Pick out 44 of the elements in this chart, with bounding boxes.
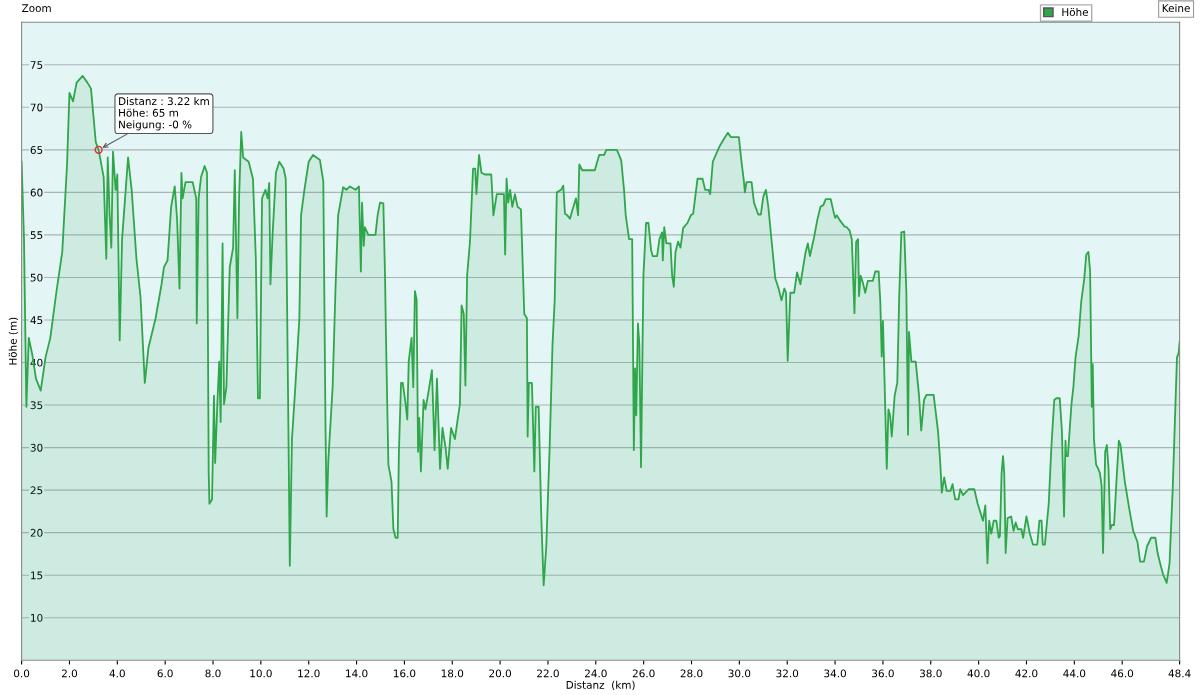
x-tick-label: 46.0 xyxy=(1111,669,1134,678)
y-tick-label: 30 xyxy=(30,443,43,452)
x-tick-label: 2.0 xyxy=(61,669,78,678)
x-tick-label: 4.0 xyxy=(109,669,125,678)
x-tick-label: 8.0 xyxy=(205,669,221,678)
x-tick-label: 42.0 xyxy=(1015,669,1038,678)
y-tick-label: 10 xyxy=(31,613,43,622)
x-tick-label: 40.0 xyxy=(967,669,990,678)
x-tick-label: 30.0 xyxy=(728,669,751,678)
x-tick-label: 12.0 xyxy=(298,669,320,678)
y-axis-title: Höhe (m) xyxy=(8,317,19,365)
x-tick-label: 22.0 xyxy=(537,669,559,678)
x-tick-label: 32.0 xyxy=(776,669,799,678)
y-tick-label: 65 xyxy=(30,146,43,154)
x-tick-label: 38.0 xyxy=(919,669,942,678)
y-tick-label: 15 xyxy=(31,571,43,580)
y-tick-label: 70 xyxy=(30,103,43,112)
x-tick-label: 18.0 xyxy=(441,669,464,678)
x-tick-label: 28.0 xyxy=(680,669,703,678)
annotation: Distanz : 3.22 km Höhe: 65 m Neigung: -0 % xyxy=(119,97,209,131)
x-tick-label: 10.0 xyxy=(250,669,272,678)
y-tick-label: 55 xyxy=(30,231,43,240)
y-tick-label: 60 xyxy=(30,188,43,197)
x-tick-label: 24.0 xyxy=(584,669,607,678)
x-tick-label: 14.0 xyxy=(346,669,368,678)
x-tick-label: 0.0 xyxy=(14,669,30,678)
legend-label: Höhe xyxy=(1062,7,1089,17)
x-tick-label: 36.0 xyxy=(872,669,894,678)
y-tick-label: 25 xyxy=(30,486,43,495)
y-tick-label: 35 xyxy=(30,401,43,410)
x-tick-label: 6.0 xyxy=(157,669,173,678)
y-tick-label: 20 xyxy=(30,528,43,537)
x-tick-label: 20.0 xyxy=(489,669,512,678)
x-tick-label: 44.0 xyxy=(1063,669,1086,678)
y-tick-label: 50 xyxy=(30,273,43,282)
y-tick-label: 45 xyxy=(30,316,43,325)
x-tick-label: 16.0 xyxy=(393,669,416,678)
x-tick-label: 48.4 xyxy=(1168,669,1191,678)
y-tick-label: 75 xyxy=(30,61,43,69)
x-tick-label: 34.0 xyxy=(824,669,846,678)
x-axis-title: Distanz (km) xyxy=(566,680,635,691)
text: Zoom xyxy=(22,4,51,13)
text: Keine xyxy=(1162,3,1190,13)
x-tick-label: 26.0 xyxy=(632,669,655,678)
